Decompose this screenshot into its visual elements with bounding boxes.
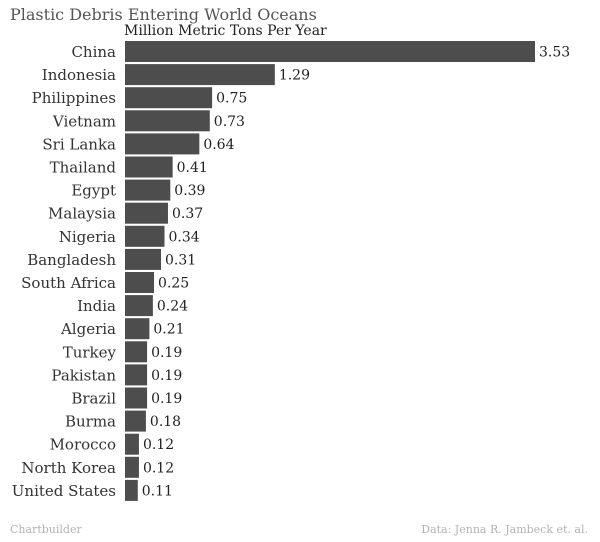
value-label-nigeria: 0.34 xyxy=(168,229,199,245)
bar-algeria xyxy=(125,318,150,340)
value-label-algeria: 0.21 xyxy=(153,322,184,338)
data-source: Data: Jenna R. Jambeck et. al. xyxy=(421,523,588,536)
bar-indonesia xyxy=(125,64,275,86)
category-label-united-states: United States xyxy=(12,482,116,500)
value-label-thailand: 0.41 xyxy=(177,160,208,176)
category-label-malaysia: Malaysia xyxy=(48,205,116,223)
value-label-turkey: 0.19 xyxy=(151,345,182,361)
category-label-thailand: Thailand xyxy=(50,159,117,177)
category-label-brazil: Brazil xyxy=(71,390,116,408)
value-label-malaysia: 0.37 xyxy=(172,206,203,222)
category-label-turkey: Turkey xyxy=(63,343,117,361)
value-label-india: 0.24 xyxy=(157,299,188,315)
chartbuilder-credit: Chartbuilder xyxy=(10,523,82,536)
value-label-bangladesh: 0.31 xyxy=(165,252,196,268)
bar-brazil xyxy=(125,387,148,409)
bar-united-states xyxy=(125,479,138,501)
value-label-north-korea: 0.12 xyxy=(143,460,174,476)
value-label-china: 3.53 xyxy=(539,45,570,61)
category-label-burma: Burma xyxy=(65,413,116,431)
bar-thailand xyxy=(125,156,173,178)
bar-egypt xyxy=(125,179,171,201)
value-label-united-states: 0.11 xyxy=(142,483,173,499)
category-label-south-africa: South Africa xyxy=(21,274,116,292)
value-label-vietnam: 0.73 xyxy=(214,114,245,130)
bar-china xyxy=(125,41,535,62)
value-label-sri-lanka: 0.64 xyxy=(203,137,234,153)
category-label-north-korea: North Korea xyxy=(21,459,116,477)
category-label-algeria: Algeria xyxy=(60,320,116,338)
category-label-morocco: Morocco xyxy=(50,436,116,454)
category-label-vietnam: Vietnam xyxy=(52,112,116,130)
bar-north-korea xyxy=(125,456,139,478)
category-label-indonesia: Indonesia xyxy=(42,66,116,84)
bar-pakistan xyxy=(125,364,148,386)
category-label-philippines: Philippines xyxy=(32,89,116,107)
bar-bangladesh xyxy=(125,248,162,270)
bar-turkey xyxy=(125,341,148,363)
value-label-egypt: 0.39 xyxy=(174,183,205,199)
bar-malaysia xyxy=(125,202,168,224)
bar-sri-lanka xyxy=(125,133,200,155)
bar-vietnam xyxy=(125,110,210,132)
bar-nigeria xyxy=(125,225,165,247)
value-label-brazil: 0.19 xyxy=(151,391,182,407)
category-label-bangladesh: Bangladesh xyxy=(27,251,116,269)
value-label-south-africa: 0.25 xyxy=(158,276,189,292)
value-label-pakistan: 0.19 xyxy=(151,368,182,384)
bar-india xyxy=(125,295,153,317)
category-label-pakistan: Pakistan xyxy=(51,366,116,384)
category-label-nigeria: Nigeria xyxy=(59,228,116,246)
bar-philippines xyxy=(125,87,213,109)
category-label-egypt: Egypt xyxy=(71,182,116,200)
category-label-sri-lanka: Sri Lanka xyxy=(42,135,116,153)
bar-morocco xyxy=(125,433,139,455)
chart-title: Plastic Debris Entering World Oceans xyxy=(10,5,317,24)
bar-south-africa xyxy=(125,272,155,293)
bar-burma xyxy=(125,410,146,432)
value-label-burma: 0.18 xyxy=(150,414,181,430)
value-label-morocco: 0.12 xyxy=(143,437,174,453)
bar-chart: China 3.53 Indonesia 1.29 Philippines 0.75 Vie… xyxy=(12,41,570,501)
chart-subtitle: Million Metric Tons Per Year xyxy=(124,23,327,39)
category-label-china: China xyxy=(71,43,116,61)
value-label-philippines: 0.75 xyxy=(216,91,247,107)
value-label-indonesia: 1.29 xyxy=(279,68,310,84)
category-label-india: India xyxy=(77,297,116,315)
